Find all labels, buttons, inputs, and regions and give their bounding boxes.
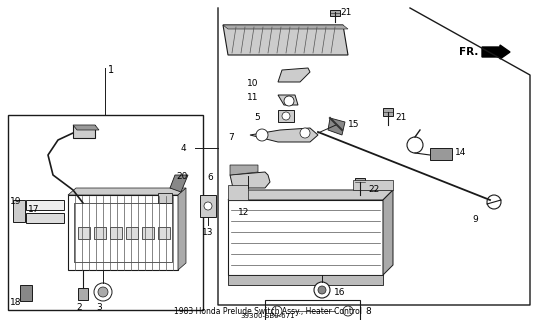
Bar [383, 108, 393, 116]
Bar [158, 193, 172, 203]
Text: 18: 18 [10, 298, 21, 307]
Polygon shape [250, 128, 318, 142]
Bar [265, 300, 360, 320]
Text: 13: 13 [202, 228, 214, 237]
Circle shape [318, 286, 326, 294]
Text: 10: 10 [246, 79, 258, 88]
FancyArrow shape [482, 45, 510, 59]
Polygon shape [178, 188, 186, 270]
Circle shape [272, 306, 282, 316]
Circle shape [256, 129, 268, 141]
Bar [430, 148, 452, 160]
Bar [200, 195, 216, 217]
Text: 4: 4 [180, 144, 186, 153]
Bar [74, 203, 172, 262]
Circle shape [94, 283, 112, 301]
Circle shape [98, 287, 108, 297]
Polygon shape [228, 200, 383, 275]
Text: 19: 19 [10, 197, 21, 206]
Circle shape [314, 282, 330, 298]
Text: 16: 16 [334, 288, 345, 297]
Bar [78, 288, 88, 300]
Bar [8, 115, 203, 310]
Circle shape [241, 191, 255, 205]
Polygon shape [328, 118, 345, 135]
Bar [20, 285, 32, 301]
Circle shape [204, 202, 212, 210]
Text: 22: 22 [368, 185, 379, 194]
Bar [158, 227, 170, 239]
Text: 8: 8 [365, 307, 371, 316]
Polygon shape [228, 275, 383, 285]
Bar [110, 227, 122, 239]
Polygon shape [223, 25, 348, 55]
Text: 6: 6 [207, 173, 213, 182]
Text: 12: 12 [238, 208, 249, 217]
Text: 1: 1 [108, 65, 114, 75]
Text: 11: 11 [246, 93, 258, 102]
Bar [68, 195, 178, 270]
Circle shape [300, 128, 310, 138]
Polygon shape [230, 172, 270, 188]
Circle shape [284, 96, 294, 106]
Text: 21: 21 [395, 113, 407, 122]
Circle shape [282, 112, 290, 120]
Text: 20: 20 [176, 172, 187, 181]
Polygon shape [228, 190, 393, 200]
Bar [126, 227, 138, 239]
Polygon shape [230, 165, 258, 175]
Bar [142, 227, 154, 239]
Text: 5: 5 [254, 113, 260, 122]
Bar [26, 213, 64, 223]
Text: 1983 Honda Prelude Switch Assy., Heater Control: 1983 Honda Prelude Switch Assy., Heater … [174, 307, 362, 316]
Polygon shape [278, 68, 310, 82]
Text: 15: 15 [348, 120, 359, 129]
Polygon shape [68, 188, 186, 195]
Text: 17: 17 [28, 205, 40, 214]
Text: 21: 21 [340, 8, 351, 17]
Text: 7: 7 [228, 133, 234, 142]
Circle shape [407, 137, 423, 153]
Text: 3: 3 [96, 303, 101, 312]
Text: 2: 2 [76, 303, 82, 312]
Polygon shape [228, 185, 248, 200]
Polygon shape [383, 190, 393, 275]
Bar [94, 227, 106, 239]
Bar [330, 10, 340, 16]
Circle shape [343, 306, 353, 316]
Polygon shape [278, 95, 298, 105]
Text: 14: 14 [455, 148, 466, 157]
Text: 39300-SB0-671: 39300-SB0-671 [241, 313, 295, 319]
Bar [355, 178, 365, 186]
Bar [73, 125, 95, 138]
Polygon shape [73, 125, 99, 130]
Bar [26, 200, 64, 210]
Bar [78, 227, 90, 239]
Bar [13, 200, 25, 222]
Circle shape [245, 195, 251, 201]
Polygon shape [223, 25, 348, 29]
Circle shape [487, 195, 501, 209]
Text: 9: 9 [472, 215, 478, 224]
Polygon shape [353, 180, 393, 190]
Polygon shape [170, 175, 188, 192]
Bar [278, 110, 294, 122]
Text: FR.: FR. [459, 47, 478, 57]
